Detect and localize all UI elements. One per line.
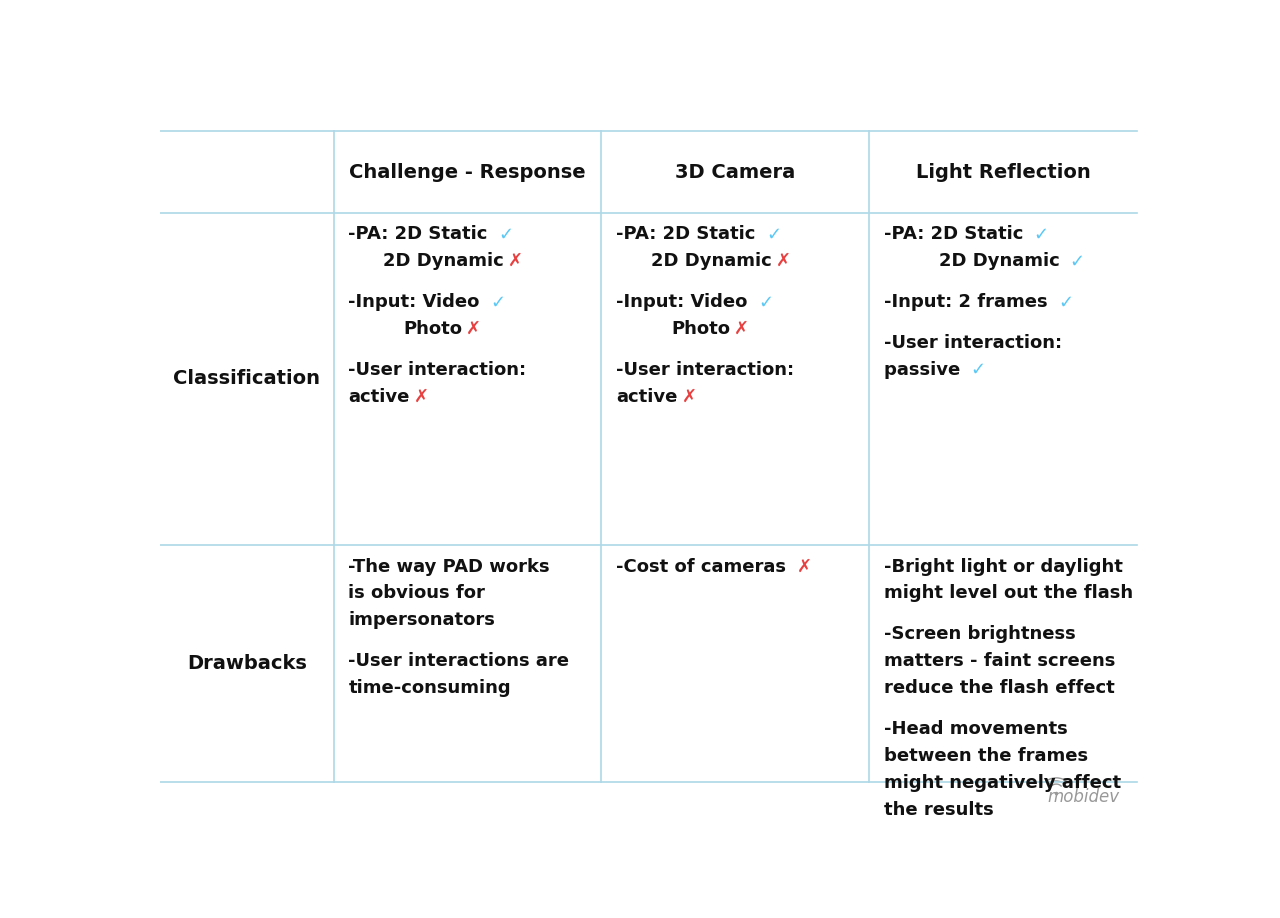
Text: matters - faint screens: matters - faint screens bbox=[884, 653, 1116, 670]
Text: 2D Dynamic: 2D Dynamic bbox=[652, 252, 772, 270]
Text: -Input: 2 frames: -Input: 2 frames bbox=[884, 293, 1053, 311]
Text: ✗: ✗ bbox=[466, 320, 481, 338]
Text: ✗: ✗ bbox=[733, 320, 749, 338]
Text: ✗: ✗ bbox=[776, 252, 791, 270]
Text: ✗: ✗ bbox=[508, 252, 524, 270]
Text: -PA: 2D Static: -PA: 2D Static bbox=[617, 226, 762, 243]
Text: -User interaction:: -User interaction: bbox=[884, 334, 1062, 353]
Text: -PA: 2D Static: -PA: 2D Static bbox=[884, 226, 1030, 243]
Text: passive: passive bbox=[884, 361, 966, 379]
Text: ✓: ✓ bbox=[970, 361, 986, 379]
Text: -PA: 2D Static: -PA: 2D Static bbox=[348, 226, 494, 243]
Text: mobidev: mobidev bbox=[1048, 789, 1120, 806]
Text: 2D Dynamic: 2D Dynamic bbox=[383, 252, 504, 270]
Text: Drawbacks: Drawbacks bbox=[187, 654, 307, 673]
Text: ✓: ✓ bbox=[1034, 226, 1048, 243]
Text: -Bright light or daylight: -Bright light or daylight bbox=[884, 557, 1123, 576]
Text: ✓: ✓ bbox=[758, 293, 773, 311]
Text: -Input: Video: -Input: Video bbox=[348, 293, 486, 311]
Text: might level out the flash: might level out the flash bbox=[884, 585, 1133, 602]
Text: impersonators: impersonators bbox=[348, 611, 495, 630]
Text: 2D Dynamic: 2D Dynamic bbox=[938, 252, 1066, 270]
Text: -User interaction:: -User interaction: bbox=[348, 361, 526, 379]
Text: might negatively affect: might negatively affect bbox=[884, 774, 1121, 792]
Text: ✗: ✗ bbox=[682, 388, 696, 406]
Text: active: active bbox=[617, 388, 677, 406]
Text: 3D Camera: 3D Camera bbox=[676, 162, 795, 182]
Text: the results: the results bbox=[884, 800, 993, 819]
Text: -Head movements: -Head movements bbox=[884, 721, 1068, 738]
Text: Classification: Classification bbox=[173, 369, 320, 388]
Text: ✓: ✓ bbox=[498, 226, 513, 243]
Text: reduce the flash effect: reduce the flash effect bbox=[884, 679, 1115, 697]
Text: -The way PAD works: -The way PAD works bbox=[348, 557, 550, 576]
Text: ✓: ✓ bbox=[490, 293, 506, 311]
Text: Photo: Photo bbox=[403, 320, 462, 338]
Text: -Input: Video: -Input: Video bbox=[617, 293, 754, 311]
Text: ✗: ✗ bbox=[796, 557, 812, 576]
Text: -User interactions are: -User interactions are bbox=[348, 653, 570, 670]
Text: time-consuming: time-consuming bbox=[348, 679, 511, 697]
Text: ✓: ✓ bbox=[765, 226, 781, 243]
Text: is obvious for: is obvious for bbox=[348, 585, 485, 602]
Text: between the frames: between the frames bbox=[884, 747, 1088, 765]
Text: ✓: ✓ bbox=[1059, 293, 1073, 311]
Text: ✓: ✓ bbox=[1070, 252, 1085, 270]
Text: Light Reflection: Light Reflection bbox=[915, 162, 1091, 182]
Text: ✗: ✗ bbox=[413, 388, 429, 406]
Text: Challenge - Response: Challenge - Response bbox=[349, 162, 586, 182]
Text: Photo: Photo bbox=[671, 320, 730, 338]
Text: -Screen brightness: -Screen brightness bbox=[884, 625, 1076, 644]
Text: active: active bbox=[348, 388, 410, 406]
Text: -User interaction:: -User interaction: bbox=[617, 361, 795, 379]
Text: -Cost of cameras: -Cost of cameras bbox=[617, 557, 792, 576]
